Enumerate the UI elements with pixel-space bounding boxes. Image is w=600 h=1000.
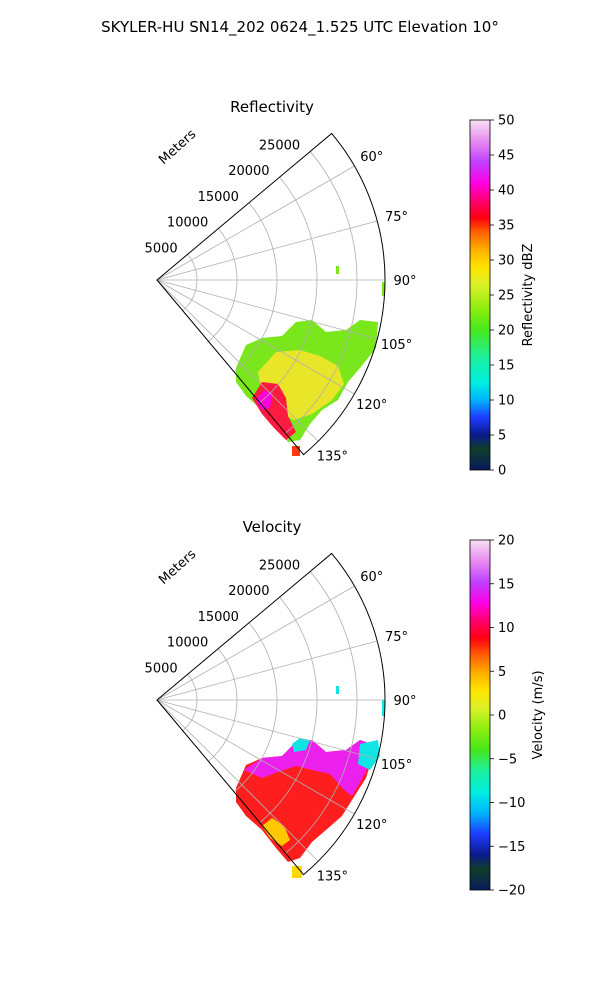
colorbar-tick-label: 35 [498,219,515,234]
colorbar-tick-label: 45 [498,149,515,164]
range-ring [285,151,358,434]
colorbar-tick-label: 10 [498,621,515,636]
azimuth-tick-label: 135° [317,449,348,464]
velocity-colorbar-fill [469,539,491,891]
azimuth-gridline [156,220,378,281]
colorbar-tick-label: 20 [498,324,515,339]
velocity-colorbar-ticks: −20 −15 −10 −5 0 5 10 15 20 [490,534,525,899]
azimuth-tick-label: 120° [356,818,387,833]
velocity-radial-axis-label: Meters [156,547,199,588]
reflectivity-echo-layer [236,266,385,456]
colorbar-tick-label: −10 [498,796,525,811]
azimuth-tick-label: 90° [393,694,416,709]
reflectivity-echo-speck [336,266,339,274]
azimuth-gridline [156,585,355,701]
azimuth-gridline [156,699,319,862]
colorbar-tick-label: 25 [498,289,515,304]
velocity-echo-layer [236,686,385,878]
radial-tick-label: 5000 [145,661,178,676]
velocity-radial-ticks: 5000 10000 15000 20000 25000 [145,558,301,676]
velocity-echo-cyan [292,738,310,752]
radial-tick-label: 20000 [228,164,269,179]
reflectivity-colorbar: 0 5 10 15 20 25 30 35 40 45 50 Reflectivity dBZ [469,114,536,479]
colorbar-tick-label: 5 [498,665,506,680]
velocity-colorbar: −20 −15 −10 −5 0 5 10 15 20 Velocity (m/s) [469,534,546,899]
velocity-azimuth-ticks: 60° 75° 90° 105° 120° 135° [317,570,417,884]
colorbar-tick-label: 15 [498,577,515,592]
colorbar-tick-label: −5 [498,752,517,767]
figure-suptitle: SKYLER-HU SN14_202 0624_1.525 UTC Elevat… [101,18,499,37]
colorbar-tick-label: 30 [498,254,515,269]
radial-tick-label: 15000 [198,610,239,625]
velocity-title: Velocity [243,518,302,536]
reflectivity-radial-axis-label: Meters [156,127,199,168]
reflectivity-polar-grid [156,132,386,456]
reflectivity-colorbar-label: Reflectivity dBZ [521,244,536,347]
azimuth-tick-label: 105° [381,338,412,353]
azimuth-gridline [156,279,319,442]
colorbar-tick-label: 10 [498,394,515,409]
velocity-echo-speck [292,866,302,878]
azimuth-tick-label: 90° [393,274,416,289]
colorbar-tick-label: 50 [498,114,515,129]
velocity-panel: Velocity 5000 10000 15000 20000 25000 60° 75°… [145,518,546,899]
reflectivity-radial-ticks: 5000 10000 15000 20000 25000 [145,138,301,256]
range-ring [285,571,358,854]
azimuth-tick-label: 75° [385,210,408,225]
range-ring [233,202,278,373]
azimuth-tick-label: 75° [385,630,408,645]
colorbar-tick-label: 0 [498,709,506,724]
azimuth-tick-label: 105° [381,758,412,773]
range-ring [259,596,318,823]
radial-tick-label: 10000 [167,636,208,651]
colorbar-tick-label: −20 [498,884,525,899]
reflectivity-title: Reflectivity [230,98,314,116]
reflectivity-azimuth-ticks: 60° 75° 90° 105° 120° 135° [317,150,417,464]
range-ring [233,622,278,793]
azimuth-gridline [156,165,355,281]
radial-tick-label: 15000 [198,190,239,205]
radial-tick-label: 20000 [228,584,269,599]
velocity-echo-outbound [244,740,372,796]
radial-tick-label: 10000 [167,216,208,231]
range-ring [208,228,238,342]
colorbar-tick-label: 20 [498,534,515,549]
reflectivity-panel: Reflectivity 5000 10000 15000 20000 25000 60… [145,98,536,479]
range-ring [259,176,318,403]
velocity-echo-speck [382,700,385,716]
velocity-echo-weak [262,818,290,846]
azimuth-gridline [156,699,355,815]
radial-tick-label: 25000 [259,138,300,153]
azimuth-tick-label: 135° [317,869,348,884]
azimuth-tick-label: 60° [360,150,383,165]
colorbar-tick-label: 5 [498,429,506,444]
colorbar-tick-label: 40 [498,184,515,199]
radial-tick-label: 5000 [145,241,178,256]
azimuth-gridline [156,699,378,760]
sector-outline [156,552,386,876]
azimuth-tick-label: 60° [360,570,383,585]
reflectivity-colorbar-fill [469,119,491,471]
azimuth-gridline [156,279,378,340]
velocity-polar-grid [156,552,386,876]
azimuth-tick-label: 120° [356,398,387,413]
velocity-echo-cyan [358,740,380,770]
radial-tick-label: 25000 [259,558,300,573]
azimuth-gridline [156,640,378,701]
colorbar-tick-label: −15 [498,840,525,855]
colorbar-tick-label: 15 [498,359,515,374]
reflectivity-echo-speck [292,446,300,456]
reflectivity-echo-speck [382,282,385,296]
reflectivity-colorbar-ticks: 0 5 10 15 20 25 30 35 40 45 50 [490,114,515,479]
azimuth-gridline [156,279,355,395]
colorbar-tick-label: 0 [498,464,506,479]
velocity-colorbar-label: Velocity (m/s) [531,670,546,759]
velocity-echo-speck [336,686,339,694]
sector-outline [156,132,386,456]
range-ring [208,648,238,762]
